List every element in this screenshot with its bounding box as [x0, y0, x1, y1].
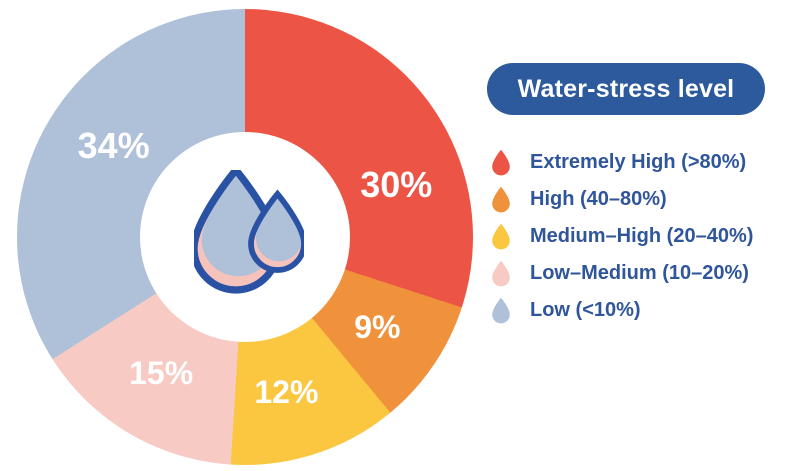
- legend-item-label: Medium–High (20–40%): [530, 225, 754, 247]
- legend-list: Extremely High (>80%) High (40–80%) Medi…: [490, 144, 753, 329]
- legend-title-pill: Water-stress level: [487, 63, 765, 115]
- slice-label: 30%: [360, 163, 433, 205]
- legend-item: Medium–High (20–40%): [490, 218, 753, 255]
- legend-item: Low–Medium (10–20%): [490, 255, 753, 292]
- droplet-marker-icon: [492, 260, 510, 286]
- legend-item-label: High (40–80%): [530, 188, 667, 210]
- slice-label: 15%: [129, 355, 194, 392]
- legend-item-label: Low (<10%): [530, 299, 641, 321]
- water-drops-icon: [194, 170, 304, 294]
- droplet-marker-icon: [492, 186, 510, 212]
- legend-item-label: Extremely High (>80%): [530, 151, 747, 173]
- slice-label: 12%: [254, 373, 319, 410]
- droplet-marker-icon: [492, 149, 510, 175]
- legend-item-label: Low–Medium (10–20%): [530, 262, 749, 284]
- slice-label: 9%: [354, 308, 401, 345]
- droplet-marker-icon: [492, 297, 510, 323]
- legend-item: Low (<10%): [490, 292, 753, 329]
- donut-hole: [140, 132, 350, 342]
- slice-label: 34%: [77, 124, 150, 166]
- donut-chart: 30% 9% 12% 15% 34%: [17, 9, 473, 465]
- legend-item: High (40–80%): [490, 181, 753, 218]
- legend-item: Extremely High (>80%): [490, 144, 753, 181]
- small-drop: [248, 189, 304, 273]
- droplet-marker-icon: [492, 223, 510, 249]
